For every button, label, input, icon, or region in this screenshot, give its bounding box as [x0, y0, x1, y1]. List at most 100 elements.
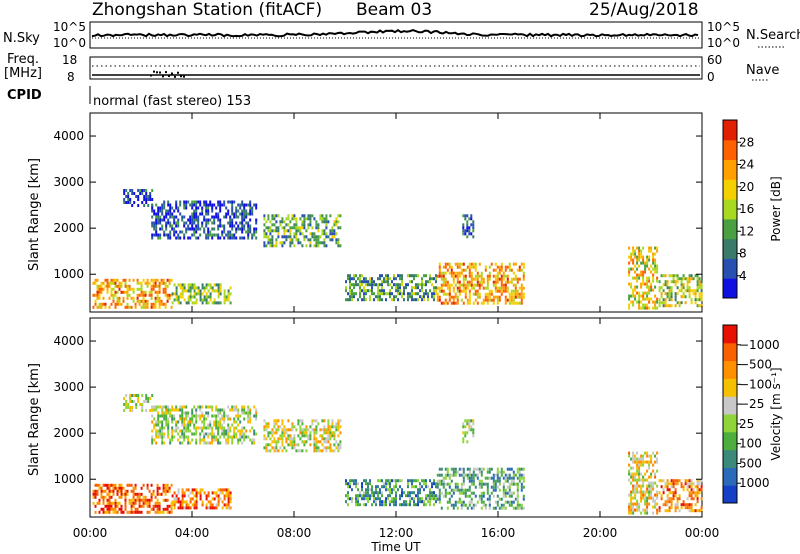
echo-cell	[144, 293, 147, 297]
echo-cell	[100, 495, 103, 499]
echo-cell	[209, 286, 212, 290]
echo-cell	[518, 506, 521, 510]
echo-cell	[122, 296, 125, 300]
echo-cell	[329, 214, 332, 218]
echo-cell	[642, 276, 645, 280]
echo-cell	[253, 230, 256, 234]
echo-cell	[464, 274, 467, 278]
echo-cell	[646, 285, 649, 289]
echo-cell	[195, 441, 198, 445]
echo-cell	[94, 504, 97, 508]
echo-cell	[237, 429, 240, 433]
echo-cell	[136, 510, 139, 514]
echo-cell	[130, 305, 133, 309]
echo-cell	[353, 482, 355, 486]
echo-cell	[634, 294, 637, 298]
echo-cell	[293, 434, 296, 438]
echo-cell	[213, 506, 216, 510]
echo-cell	[417, 491, 419, 495]
echo-cell	[365, 292, 367, 296]
echo-cell	[247, 405, 250, 409]
echo-cell	[253, 429, 256, 433]
echo-cell	[478, 470, 481, 474]
echo-cell	[189, 292, 192, 296]
echo-cell	[664, 280, 667, 284]
echo-cell	[379, 503, 381, 507]
echo-cell	[494, 268, 497, 272]
nave-point	[168, 75, 170, 78]
echo-cell	[211, 435, 214, 439]
echo-cell	[361, 485, 363, 489]
echo-cell	[664, 298, 667, 302]
echo-cell	[632, 267, 635, 271]
echo-cell	[385, 274, 387, 278]
echo-cell	[468, 232, 471, 236]
echo-cell	[211, 503, 214, 507]
echo-cell	[221, 426, 224, 430]
echo-cell	[335, 232, 338, 236]
echo-cell	[648, 300, 651, 304]
echo-cell	[189, 203, 192, 207]
echo-cell	[151, 189, 154, 192]
echo-cell	[285, 449, 288, 453]
echo-cell	[454, 470, 457, 474]
echo-cell	[106, 507, 109, 511]
echo-cell	[189, 423, 192, 427]
echo-cell	[632, 252, 635, 256]
echo-cell	[120, 483, 123, 487]
echo-cell	[283, 425, 286, 429]
echo-cell	[127, 198, 130, 201]
echo-cell	[357, 494, 359, 498]
colorbar-swatch	[723, 258, 737, 279]
echo-cell	[177, 506, 180, 510]
echo-cell	[189, 420, 192, 424]
echo-cell	[193, 506, 196, 510]
echo-cell	[672, 485, 675, 489]
echo-cell	[148, 293, 151, 297]
echo-cell	[642, 270, 645, 274]
echo-cell	[413, 298, 415, 302]
echo-cell	[152, 287, 155, 291]
echo-cell	[217, 420, 220, 424]
echo-cell	[401, 274, 403, 278]
echo-cell	[480, 280, 483, 284]
colorbar-swatch	[723, 139, 737, 161]
echo-cell	[696, 298, 699, 302]
echo-cell	[189, 283, 192, 287]
echo-cell	[227, 295, 230, 299]
echo-cell	[335, 425, 338, 429]
echo-cell	[104, 483, 107, 487]
echo-cell	[377, 298, 379, 302]
echo-cell	[151, 414, 154, 418]
echo-cell	[696, 497, 699, 501]
echo-cell	[131, 406, 134, 409]
echo-cell	[630, 490, 633, 494]
echo-cell	[444, 262, 447, 266]
echo-cell	[492, 298, 495, 302]
echo-cell	[154, 495, 157, 499]
echo-cell	[425, 292, 427, 296]
echo-cell	[231, 408, 234, 412]
echo-cell	[700, 289, 703, 293]
echo-cell	[295, 428, 298, 432]
echo-cell	[436, 286, 439, 290]
echo-cell	[427, 494, 429, 498]
echo-cell	[219, 206, 222, 210]
echo-cell	[379, 298, 381, 302]
colorbar-tick-label: 500	[739, 456, 762, 470]
echo-cell	[150, 287, 153, 291]
echo-cell	[108, 483, 111, 487]
echo-cell	[191, 203, 194, 207]
colorbar-swatch	[723, 179, 737, 200]
echo-cell	[666, 494, 669, 498]
echo-cell	[128, 510, 131, 514]
x-tick-label: 12:00	[379, 526, 414, 540]
echo-cell	[520, 286, 523, 290]
echo-cell	[648, 490, 651, 494]
echo-cell	[385, 298, 387, 302]
echo-cell	[694, 509, 697, 513]
echo-cell	[670, 292, 673, 296]
echo-cell	[241, 209, 244, 213]
echo-cell	[389, 488, 391, 492]
